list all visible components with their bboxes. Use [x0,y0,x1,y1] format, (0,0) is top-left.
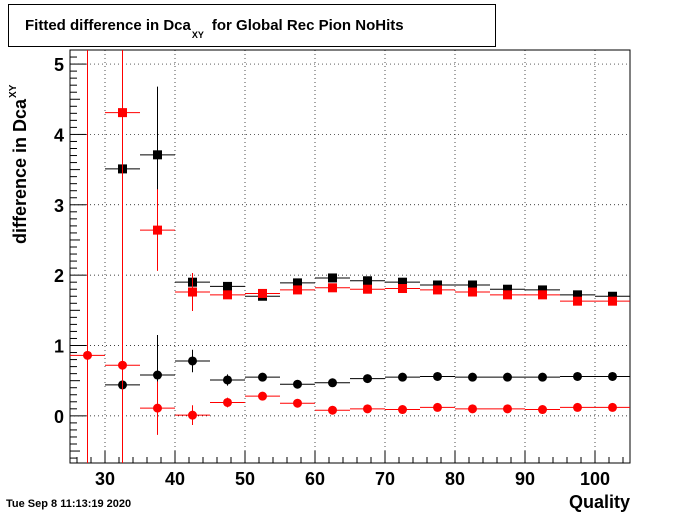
data-point-circle [503,372,512,382]
data-point-circle [293,379,302,389]
data-point-square [363,276,372,286]
data-point-circle [538,405,547,415]
data-point-square [223,281,232,291]
data-series [70,50,630,463]
data-point-circle [223,375,232,385]
data-point-circle [293,398,302,408]
data-point-circle [503,404,512,414]
chart-title: Fitted difference in DcaXY for Global Rec… [25,17,404,40]
series-3 [70,50,630,463]
y-axis-label: difference in DcaXY [8,84,31,244]
data-point-circle [608,371,617,381]
x-tick-label: 50 [235,469,255,489]
timestamp: Tue Sep 8 11:13:19 2020 [6,498,132,510]
x-tick-label: 80 [445,469,465,489]
x-tick-label: 30 [95,469,115,489]
data-point-circle [153,370,162,380]
y-tick-label: 2 [54,266,64,286]
data-point-square [293,285,302,295]
data-point-circle [153,403,162,413]
data-point-circle [573,371,582,381]
data-point-circle [188,356,197,366]
data-point-square [573,296,582,306]
grid-lines [70,50,630,463]
data-point-circle [188,410,197,420]
data-point-square [188,287,197,297]
series-1 [105,50,630,312]
data-point-circle [573,402,582,412]
data-point-square [503,284,512,294]
x-tick-label: 90 [515,469,535,489]
data-point-circle [538,372,547,382]
data-point-circle [328,378,337,388]
data-point-square [363,284,372,294]
chart-title-box: Fitted difference in DcaXY for Global Rec… [8,4,496,47]
data-point-square [153,225,162,235]
data-point-square [433,285,442,295]
data-point-square [503,290,512,300]
data-point-circle [363,374,372,384]
x-tick-label: 70 [375,469,395,489]
x-tick-label: 100 [580,469,610,489]
data-point-circle [258,391,267,401]
ylabel-subscript: XY [8,84,19,98]
x-tick-label: 40 [165,469,185,489]
y-tick-label: 1 [54,337,64,357]
title-main: Fitted difference in Dca [25,17,191,34]
data-point-square [293,278,302,288]
data-point-circle [223,397,232,407]
data-point-square [153,150,162,160]
series-0 [105,86,630,301]
data-point-circle [258,372,267,382]
ylabel-main: difference in Dca [10,98,30,244]
data-point-circle [118,360,127,370]
data-point-circle [608,402,617,412]
data-point-circle [83,350,92,360]
data-point-circle [398,405,407,415]
data-point-circle [468,372,477,382]
y-tick-label: 0 [54,407,64,427]
data-point-square [573,290,582,300]
data-point-square [398,277,407,287]
data-point-square [258,288,267,298]
x-tick-label: 60 [305,469,325,489]
data-point-circle [433,402,442,412]
y-tick-label: 5 [54,55,64,75]
title-subscript: XY [191,30,204,40]
data-point-square [328,273,337,283]
data-point-circle [433,371,442,381]
data-point-square [328,283,337,293]
data-point-square [538,290,547,300]
data-point-circle [363,404,372,414]
title-rest: for Global Rec Pion NoHits [211,17,404,34]
data-point-square [223,290,232,300]
data-point-square [608,291,617,301]
data-point-circle [328,405,337,415]
data-point-square [398,284,407,294]
data-point-circle [398,372,407,382]
axes: 30 40 50 60 70 80 90 100 0 1 2 3 4 5 [54,49,624,489]
data-point-square [433,280,442,290]
data-point-square [468,287,477,297]
plot-frame [69,49,631,464]
x-axis-label: Quality [568,492,630,512]
y-tick-label: 3 [54,196,64,216]
y-tick-label: 4 [54,125,64,145]
data-point-square [468,280,477,290]
data-point-square [608,296,617,306]
data-point-circle [468,404,477,414]
data-point-square [538,285,547,295]
